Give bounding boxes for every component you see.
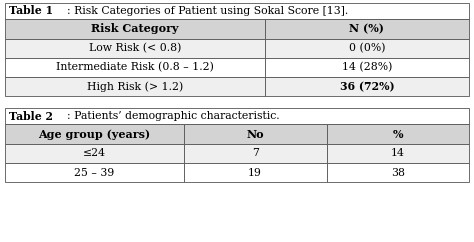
Text: High Risk (> 1.2): High Risk (> 1.2) [87,81,183,92]
Bar [5,124,183,144]
Text: ≤24: ≤24 [83,149,106,159]
Bar [265,77,469,96]
Text: Intermediate Risk (0.8 – 1.2): Intermediate Risk (0.8 – 1.2) [56,62,214,73]
Bar [5,3,469,19]
Text: %: % [393,129,403,139]
Bar [5,77,265,96]
Bar [183,163,327,182]
Text: N (%): N (%) [349,23,384,35]
Text: 36 (72%): 36 (72%) [339,81,394,92]
Text: Age group (years): Age group (years) [38,129,150,139]
Text: : Risk Categories of Patient using Sokal Score [13].: : Risk Categories of Patient using Sokal… [67,6,348,16]
Bar [5,39,265,58]
Bar [5,108,469,124]
Bar [5,163,183,182]
Text: Risk Category: Risk Category [91,23,179,35]
Text: 7: 7 [252,149,258,159]
Text: Table 1: Table 1 [9,6,53,16]
Bar [5,58,265,77]
Text: Low Risk (< 0.8): Low Risk (< 0.8) [89,43,181,54]
Text: 0 (0%): 0 (0%) [349,43,385,54]
Text: 38: 38 [391,167,405,177]
Text: 19: 19 [248,167,262,177]
Bar [5,144,183,163]
Bar [265,19,469,39]
Bar [183,144,327,163]
Text: No: No [246,129,264,139]
Bar [327,163,469,182]
Bar [265,58,469,77]
Bar [265,39,469,58]
Bar [327,144,469,163]
Text: 14: 14 [391,149,405,159]
Text: 14 (28%): 14 (28%) [342,62,392,73]
Bar [327,124,469,144]
Text: 25 – 39: 25 – 39 [74,167,114,177]
Bar [183,124,327,144]
Bar [5,19,265,39]
Text: : Patients’ demographic characteristic.: : Patients’ demographic characteristic. [67,111,279,121]
Text: Table 2: Table 2 [9,111,53,121]
